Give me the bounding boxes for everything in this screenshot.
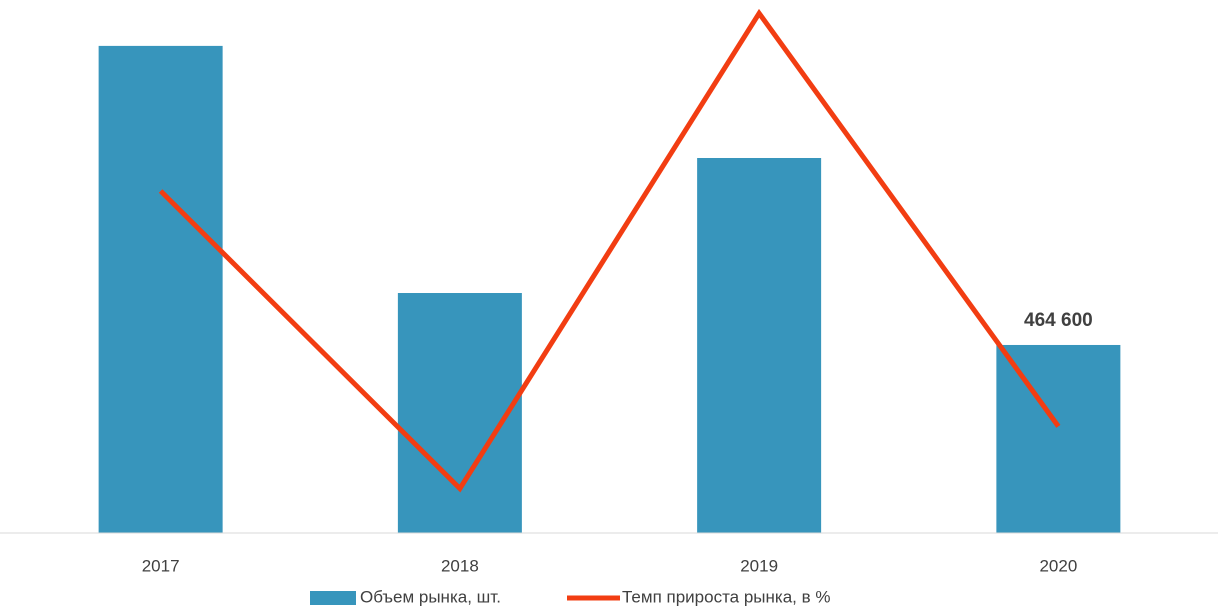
bar <box>697 157 822 534</box>
data-label: 464 600 <box>1024 310 1093 331</box>
x-tick-label: 2017 <box>142 556 180 575</box>
x-tick-label: 2019 <box>740 556 778 575</box>
bar <box>98 45 223 533</box>
bar <box>397 293 522 533</box>
bar <box>996 344 1121 533</box>
line <box>158 8 1061 493</box>
legend-swatch <box>310 591 356 605</box>
legend-label: Темп прироста рынка, в % <box>622 587 830 606</box>
x-tick-label: 2018 <box>441 556 479 575</box>
x-tick-label: 2020 <box>1039 556 1077 575</box>
legend-label: Объем рынка, шт. <box>360 587 501 606</box>
